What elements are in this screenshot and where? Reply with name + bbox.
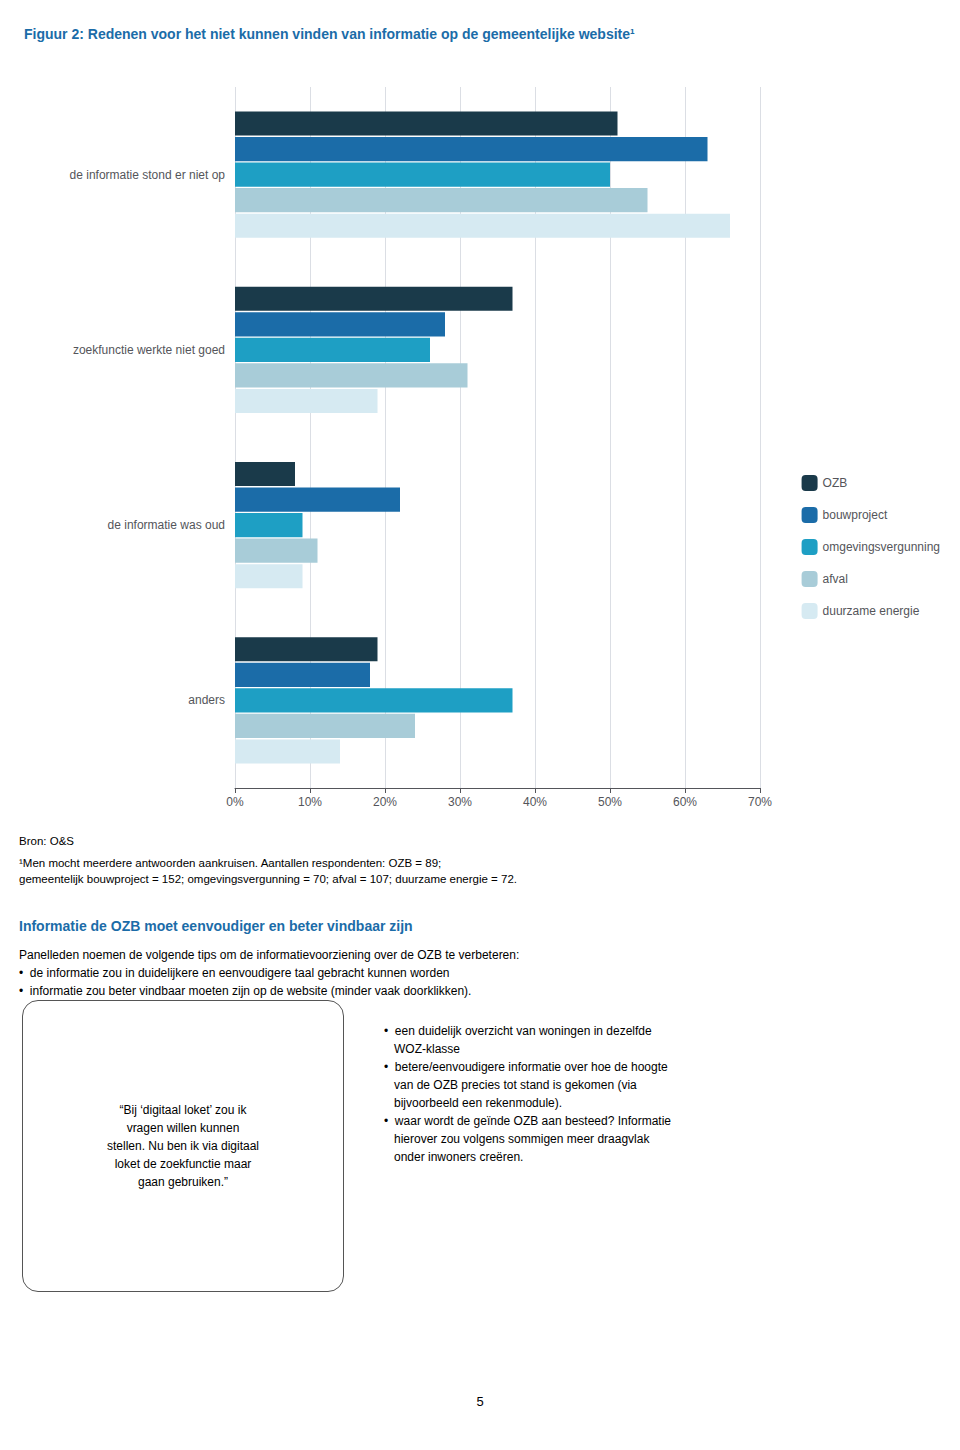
html-text:Bron: O&S: Bron: O&S xyxy=(19,835,74,847)
svg-text:0%: 0% xyxy=(226,795,244,809)
svg-text:70%: 70% xyxy=(748,795,772,809)
svg-text:Figuur 2: Redenen voor het nie: Figuur 2: Redenen voor het niet kunnen v… xyxy=(24,26,635,42)
svg-text:anders: anders xyxy=(188,693,225,707)
html-text:Informatie de OZB moet eenvoud: Informatie de OZB moet eenvoudiger en be… xyxy=(19,918,413,934)
svg-text:50%: 50% xyxy=(598,795,622,809)
svg-text:20%: 20% xyxy=(373,795,397,809)
svg-text:bouwproject: bouwproject xyxy=(823,508,888,522)
svg-text:de informatie was oud: de informatie was oud xyxy=(108,518,225,532)
svg-text:omgevingsvergunning: omgevingsvergunning xyxy=(823,540,940,554)
html-text:5: 5 xyxy=(476,1394,484,1409)
svg-text:zoekfunctie werkte niet goed: zoekfunctie werkte niet goed xyxy=(73,343,225,357)
svg-text:duurzame energie: duurzame energie xyxy=(823,604,920,618)
html-text:¹Men mocht meerdere antwoorden: ¹Men mocht meerdere antwoorden aankruise… xyxy=(19,857,517,885)
svg-text:60%: 60% xyxy=(673,795,697,809)
svg-text:10%: 10% xyxy=(298,795,322,809)
svg-text:30%: 30% xyxy=(448,795,472,809)
html-text:“Bij ‘digitaal loket’ zou ik v: “Bij ‘digitaal loket’ zou ik vragen will… xyxy=(107,1103,259,1189)
svg-text:OZB: OZB xyxy=(823,476,848,490)
svg-text:afval: afval xyxy=(823,572,848,586)
html-text:• een duidelijk overzicht van: • een duidelijk overzicht van woningen i… xyxy=(384,1024,671,1164)
svg-text:de informatie stond er niet op: de informatie stond er niet op xyxy=(70,168,226,182)
html-text:Panelleden noemen de volgende: Panelleden noemen de volgende tips om de… xyxy=(19,948,520,998)
svg-text:40%: 40% xyxy=(523,795,547,809)
